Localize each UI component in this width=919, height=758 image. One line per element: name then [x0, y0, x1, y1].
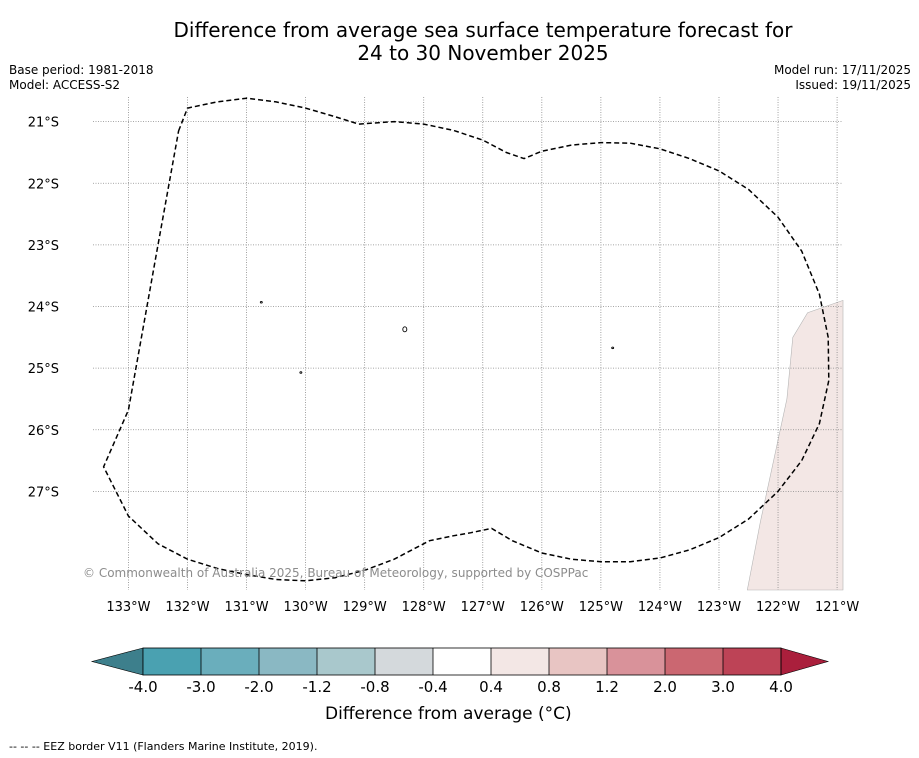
colorbar-segment [491, 648, 549, 675]
meta-right: Model run: 17/11/2025 Issued: 19/11/2025 [774, 63, 911, 93]
colorbar-under-arrow [90, 647, 144, 676]
colorbar-segment [143, 648, 201, 675]
y-tick-label: 23°S [28, 239, 59, 254]
eez-footnote: -- -- -- EEZ border V11 (Flanders Marine… [9, 740, 318, 753]
colorbar-tick-label: 0.4 [479, 678, 503, 696]
colorbar-segment [549, 648, 607, 675]
y-tick-label: 22°S [28, 177, 59, 192]
model-run-text: Model run: 17/11/2025 [773, 63, 911, 77]
colorbar-segment [375, 648, 433, 675]
model-text: Model: ACCESS-S2 [9, 78, 121, 92]
colorbar-tick-label: -1.2 [302, 678, 331, 696]
colorbar-label: Difference from average (°C) [325, 704, 572, 724]
copyright-notice: © Commonwealth of Australia 2025, Bureau… [83, 566, 588, 580]
colorbar-segment [433, 648, 491, 675]
y-tick-label: 26°S [28, 424, 59, 439]
x-tick-label: 125°W [579, 600, 623, 615]
colorbar-tick-label: 3.0 [711, 678, 735, 696]
y-tick-label: 24°S [28, 301, 59, 316]
base-period-text: Base period: 1981-2018 [9, 63, 154, 77]
colorbar-tick-label: 4.0 [769, 678, 793, 696]
island [259, 300, 263, 304]
eez-border [102, 97, 830, 582]
colorbar-tick-label: 1.2 [595, 678, 619, 696]
title-line-2: 24 to 30 November 2025 [357, 41, 609, 65]
x-tick-label: 130°W [284, 600, 328, 615]
x-tick-label: 127°W [461, 600, 505, 615]
y-tick-label: 27°S [28, 485, 59, 500]
colorbar-segment [723, 648, 781, 675]
colorbar-segment [259, 648, 317, 675]
x-tick-label: 133°W [106, 600, 150, 615]
colorbar-segment [317, 648, 375, 675]
colorbar-tick-label: -0.4 [418, 678, 447, 696]
meta-left: Base period: 1981-2018 Model: ACCESS-S2 [9, 63, 154, 93]
x-tick-label: 121°W [815, 600, 859, 615]
x-tick-label: 131°W [224, 600, 268, 615]
x-tick-label: 124°W [638, 600, 682, 615]
x-tick-label: 126°W [520, 600, 564, 615]
colorbar-over-arrow [780, 647, 830, 676]
colorbar-tick-label: 0.8 [537, 678, 561, 696]
anomaly-region [746, 299, 844, 591]
x-tick-label: 129°W [343, 600, 387, 615]
x-tick-label: 123°W [697, 600, 741, 615]
chart-title: Difference from average sea surface temp… [0, 19, 919, 65]
x-tick-label: 128°W [402, 600, 446, 615]
island [299, 371, 303, 374]
y-tick-label: 21°S [28, 116, 59, 131]
colorbar-tick-label: -4.0 [128, 678, 157, 696]
colorbar-tick-label: 2.0 [653, 678, 677, 696]
island [611, 346, 615, 350]
issued-text: Issued: 19/11/2025 [795, 78, 911, 92]
colorbar-tick-label: -0.8 [360, 678, 389, 696]
colorbar-segment [607, 648, 665, 675]
colorbar-segment [665, 648, 723, 675]
island [402, 326, 408, 333]
colorbar-tick-label: -3.0 [186, 678, 215, 696]
title-line-1: Difference from average sea surface temp… [173, 18, 793, 42]
colorbar-outline [142, 647, 782, 676]
colorbar-segment [201, 648, 259, 675]
x-tick-label: 122°W [756, 600, 800, 615]
y-tick-label: 25°S [28, 362, 59, 377]
colorbar-tick-label: -2.0 [244, 678, 273, 696]
x-tick-label: 132°W [165, 600, 209, 615]
